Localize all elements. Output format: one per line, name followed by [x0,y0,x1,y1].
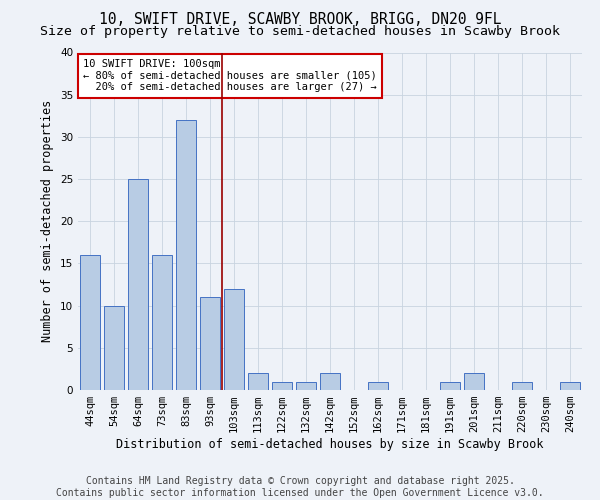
Bar [296,382,316,390]
Bar [560,382,580,390]
Text: Size of property relative to semi-detached houses in Scawby Brook: Size of property relative to semi-detach… [40,25,560,38]
Text: Contains HM Land Registry data © Crown copyright and database right 2025.
Contai: Contains HM Land Registry data © Crown c… [56,476,544,498]
X-axis label: Distribution of semi-detached houses by size in Scawby Brook: Distribution of semi-detached houses by … [116,438,544,451]
Bar [440,382,460,390]
Text: 10 SWIFT DRIVE: 100sqm
← 80% of semi-detached houses are smaller (105)
  20% of : 10 SWIFT DRIVE: 100sqm ← 80% of semi-det… [83,59,377,92]
Bar [80,255,100,390]
Bar [368,382,388,390]
Bar [224,289,244,390]
Bar [200,297,220,390]
Bar [104,306,124,390]
Text: 10, SWIFT DRIVE, SCAWBY BROOK, BRIGG, DN20 9FL: 10, SWIFT DRIVE, SCAWBY BROOK, BRIGG, DN… [99,12,501,28]
Bar [512,382,532,390]
Bar [272,382,292,390]
Bar [464,373,484,390]
Bar [128,179,148,390]
Bar [176,120,196,390]
Bar [248,373,268,390]
Bar [152,255,172,390]
Bar [320,373,340,390]
Y-axis label: Number of semi-detached properties: Number of semi-detached properties [41,100,55,342]
